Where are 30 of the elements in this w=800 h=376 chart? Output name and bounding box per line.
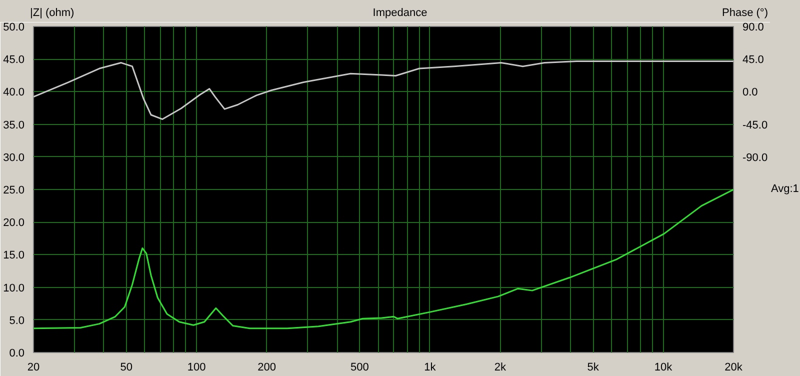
y-tick-label: 25.0: [3, 184, 25, 196]
y2-tick-label: -90.0: [742, 152, 768, 164]
y-tick-label: 20.0: [3, 217, 25, 230]
x-tick-label: 5k: [587, 362, 600, 374]
x-tick-label: 200: [258, 362, 276, 374]
chart-title: Impedance: [372, 7, 428, 19]
y2-tick-label: 90.0: [742, 22, 764, 34]
y2-tick-label: -45.0: [742, 119, 768, 132]
y-tick-label: 30.0: [3, 152, 25, 164]
x-tick-label: 500: [350, 362, 369, 374]
y-tick-label: 45.0: [3, 54, 25, 66]
text: Avg:1: [771, 182, 799, 197]
x-tick-label: 50: [120, 362, 132, 374]
x-tick-label: 10k: [654, 362, 673, 374]
y2-tick-label: 0.0: [742, 86, 758, 99]
x-tick-label: 1k: [424, 362, 436, 374]
y-tick-label: 35.0: [3, 119, 25, 132]
y-axis-title: |Z| (ohm): [30, 6, 74, 21]
x-tick-label: 100: [187, 362, 206, 374]
y2-axis-title: Phase (°): [722, 6, 768, 21]
y-tick-label: 5.0: [9, 314, 25, 327]
x-tick-label: 20: [27, 362, 40, 374]
y-tick-label: 0.0: [9, 348, 25, 360]
x-tick-label: 2k: [494, 362, 506, 374]
x-tick-label: 20k: [724, 362, 743, 374]
y-tick-label: 15.0: [3, 250, 25, 262]
y2-tick-label: 45.0: [742, 54, 764, 66]
y-tick-label: 40.0: [3, 86, 25, 99]
y-tick-label: 10.0: [3, 282, 25, 294]
y-tick-label: 50.0: [3, 22, 25, 34]
